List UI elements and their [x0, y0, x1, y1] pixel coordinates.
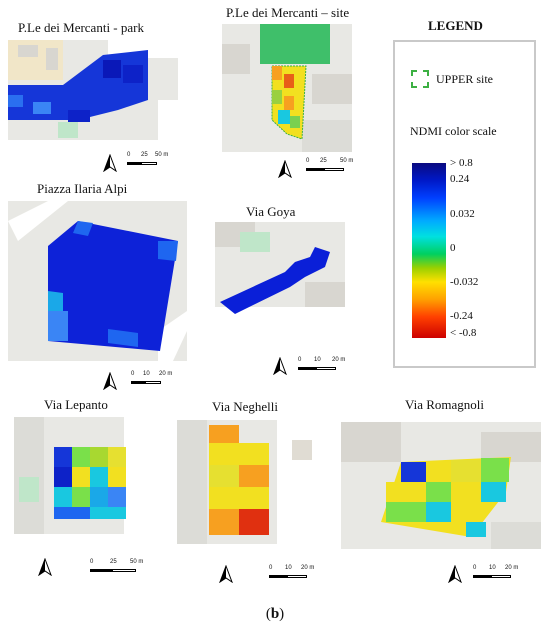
scale-tick: 20 m: [159, 371, 173, 377]
scale-tick: 25: [320, 158, 327, 164]
scale-tick: 0: [131, 371, 135, 377]
map-via-romagnoli[interactable]: [341, 422, 541, 549]
ndmi-label: 0.032: [450, 208, 475, 220]
scale-tick: 0: [127, 152, 131, 158]
ndmi-label: > 0.8: [450, 157, 473, 169]
caption-letter: b: [270, 606, 280, 622]
map-ilaria-alpi[interactable]: [8, 201, 187, 361]
upper-site-label: UPPER site: [436, 72, 494, 86]
map-mercanti-park[interactable]: [8, 40, 178, 140]
map-via-goya[interactable]: [215, 222, 345, 320]
north-arrow-icon: [38, 558, 52, 576]
north-arrow-icon: [219, 565, 233, 583]
ndmi-label: -0.24: [450, 310, 473, 322]
scale-tick: 0: [306, 158, 310, 164]
scale-tick: 20 m: [301, 565, 315, 571]
ndmi-colorbar: [412, 163, 446, 338]
caption-open-paren: (: [265, 606, 271, 622]
scale-tick: 10: [285, 565, 292, 571]
scale-bar: 0 10 20 m: [131, 371, 191, 387]
scale-tick: 50 m: [340, 158, 354, 164]
scale-tick: 0: [90, 559, 94, 565]
scale-tick: 0: [473, 565, 477, 571]
scale-bar: 0 10 20 m: [269, 565, 329, 581]
ndmi-label: -0.032: [450, 276, 479, 288]
north-arrow-icon: [103, 154, 117, 172]
figure-caption: (b): [0, 606, 550, 623]
ndmi-label: 0.24: [450, 173, 470, 185]
legend-title: LEGEND: [428, 18, 483, 33]
ndmi-label: < -0.8: [450, 327, 477, 339]
north-arrow-icon: [273, 357, 287, 375]
map-mercanti-site[interactable]: [222, 24, 352, 152]
panel-title-mercanti-park: P.Le dei Mercanti - park: [18, 20, 144, 35]
panel-title-via-neghelli: Via Neghelli: [212, 399, 279, 414]
map-via-neghelli[interactable]: [177, 420, 312, 544]
panel-title-mercanti-site: P.Le dei Mercanti – site: [226, 5, 350, 20]
scale-tick: 10: [489, 565, 496, 571]
north-arrow-icon: [278, 160, 292, 178]
north-arrow-icon: [103, 372, 117, 390]
upper-site-swatch: [411, 70, 429, 88]
scale-tick: 20 m: [505, 565, 519, 571]
scale-bar: 0 10 20 m: [473, 565, 533, 581]
panel-title-via-lepanto: Via Lepanto: [44, 397, 108, 412]
ndmi-label: 0: [450, 242, 456, 254]
scale-tick: 10: [143, 371, 150, 377]
scale-tick: 25: [141, 152, 148, 158]
map-via-lepanto[interactable]: [14, 417, 146, 534]
scale-tick: 25: [110, 559, 117, 565]
scale-tick: 50 m: [155, 152, 169, 158]
scale-tick: 20 m: [332, 357, 346, 363]
ndmi-scale-title: NDMI color scale: [410, 124, 497, 138]
north-arrow-icon: [448, 565, 462, 583]
caption-close-paren: ): [279, 606, 285, 622]
scale-tick: 50 m: [130, 559, 144, 565]
scale-bar: 0 25 50 m: [306, 158, 366, 174]
scale-bar: 0 25 50 m: [90, 559, 150, 575]
panel-title-via-goya: Via Goya: [246, 204, 296, 219]
scale-tick: 0: [269, 565, 273, 571]
panel-title-ilaria-alpi: Piazza Ilaria Alpi: [37, 181, 128, 196]
scale-tick: 10: [314, 357, 321, 363]
scale-tick: 0: [298, 357, 302, 363]
scale-bar: 0 25 50 m: [127, 152, 187, 168]
panel-title-via-romagnoli: Via Romagnoli: [405, 397, 485, 412]
scale-bar: 0 10 20 m: [298, 357, 358, 373]
